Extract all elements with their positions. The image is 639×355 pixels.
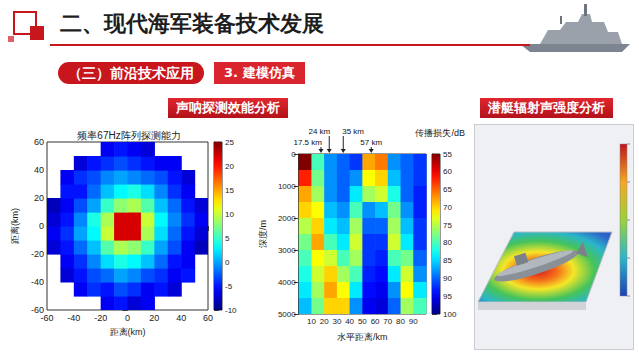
svg-text:1000: 1000 xyxy=(278,182,296,191)
svg-text:20: 20 xyxy=(320,317,329,326)
svg-text:70: 70 xyxy=(383,317,392,326)
svg-text:40: 40 xyxy=(176,313,186,323)
svg-text:65: 65 xyxy=(443,185,452,194)
svg-text:-60: -60 xyxy=(40,313,53,323)
svg-text:水平距离/km: 水平距离/km xyxy=(337,332,388,342)
svg-text:20: 20 xyxy=(34,193,44,203)
svg-text:传播损失/dB: 传播损失/dB xyxy=(415,128,465,138)
svg-text:-10: -10 xyxy=(225,306,237,315)
svg-text:50: 50 xyxy=(358,317,367,326)
svg-text:55: 55 xyxy=(443,150,452,159)
svg-text:2000: 2000 xyxy=(278,214,296,223)
svg-text:75: 75 xyxy=(443,221,452,230)
svg-text:-40: -40 xyxy=(67,313,80,323)
svg-text:57 km: 57 km xyxy=(360,138,382,147)
svg-text:距离(km): 距离(km) xyxy=(110,327,146,337)
svg-text:100: 100 xyxy=(443,310,457,319)
svg-text:35 km: 35 km xyxy=(342,127,364,136)
svg-text:5: 5 xyxy=(225,234,230,243)
svg-text:-5: -5 xyxy=(225,282,233,291)
svg-text:80: 80 xyxy=(396,317,405,326)
svg-text:0: 0 xyxy=(225,258,230,267)
svg-text:频率67Hz阵列探测能力: 频率67Hz阵列探测能力 xyxy=(77,130,180,141)
svg-text:距离(km): 距离(km) xyxy=(10,208,20,244)
svg-text:深度/m: 深度/m xyxy=(258,220,268,248)
svg-text:70: 70 xyxy=(443,203,452,212)
svg-text:5000: 5000 xyxy=(278,310,296,319)
svg-text:60: 60 xyxy=(443,167,452,176)
svg-text:0: 0 xyxy=(39,221,44,231)
svg-text:90: 90 xyxy=(409,317,418,326)
svg-text:30: 30 xyxy=(332,317,341,326)
html-text:潜艇辐射声强度分析: 潜艇辐射声强度分析 xyxy=(488,100,605,115)
svg-text:10: 10 xyxy=(225,210,234,219)
svg-text:24 km: 24 km xyxy=(308,127,330,136)
html-text:声呐探测效能分析: 声呐探测效能分析 xyxy=(176,100,280,115)
html-text:3. 建模仿真: 3. 建模仿真 xyxy=(224,65,295,80)
svg-text:0: 0 xyxy=(291,150,296,159)
svg-text:20: 20 xyxy=(149,313,159,323)
svg-text:3000: 3000 xyxy=(278,246,296,255)
html-text:（三）前沿技术应用: （三）前沿技术应用 xyxy=(68,65,194,81)
svg-text:-20: -20 xyxy=(94,313,107,323)
html-text:二、现代海军装备技术发展: 二、现代海军装备技术发展 xyxy=(60,11,324,36)
svg-text:-60: -60 xyxy=(31,305,44,315)
svg-text:-20: -20 xyxy=(31,249,44,259)
svg-text:-40: -40 xyxy=(31,277,44,287)
svg-text:25: 25 xyxy=(225,138,234,147)
svg-text:15: 15 xyxy=(225,186,234,195)
svg-text:10: 10 xyxy=(307,317,316,326)
svg-text:17.5 km: 17.5 km xyxy=(294,138,323,147)
svg-text:40: 40 xyxy=(345,317,354,326)
svg-text:95: 95 xyxy=(443,292,452,301)
svg-text:85: 85 xyxy=(443,256,452,265)
svg-text:0: 0 xyxy=(125,313,130,323)
svg-text:60: 60 xyxy=(203,313,213,323)
svg-text:40: 40 xyxy=(34,165,44,175)
svg-text:80: 80 xyxy=(443,238,452,247)
svg-text:60: 60 xyxy=(34,137,44,147)
svg-text:60: 60 xyxy=(371,317,380,326)
svg-text:20: 20 xyxy=(225,162,234,171)
svg-text:90: 90 xyxy=(443,274,452,283)
svg-text:4000: 4000 xyxy=(278,278,296,287)
